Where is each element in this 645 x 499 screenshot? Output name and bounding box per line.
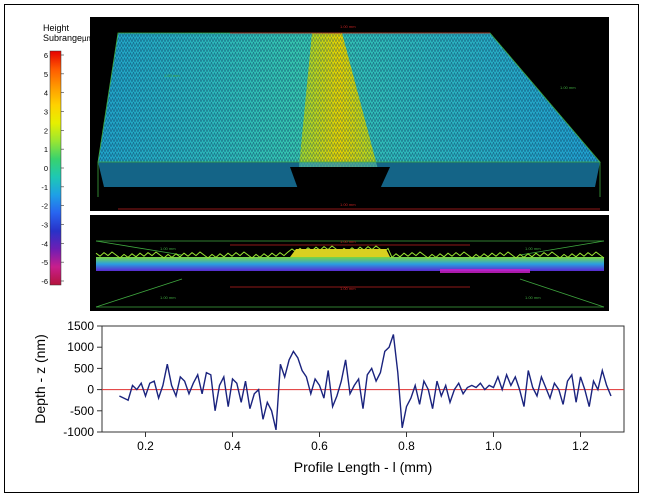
side-dim-label-3: 1.00 mm: [340, 239, 356, 244]
x-tick-label: 0.6: [311, 439, 328, 453]
depth-profile-chart: 0.2 0.4 0.6 0.8 1.0 1.2 1500 1000 500 0 -500 -1000…: [32, 319, 625, 475]
x-tick-label: 0.4: [224, 439, 241, 453]
color-scale-tick-label: 3: [44, 108, 48, 117]
color-scale-tick-label: -4: [41, 239, 48, 248]
color-scale: 6 5 4 3 2 1 0 -1 -2 -3 -4 -5 -6: [41, 50, 64, 286]
top-dim-label-1: 1.00 mm: [340, 24, 356, 29]
x-tick-label: 0.2: [137, 439, 154, 453]
side-dim-label-1: 1.00 mm: [160, 246, 176, 251]
side-dim-label-6: 1.00 mm: [340, 286, 356, 291]
color-scale-title-line2: Subrange: [43, 33, 83, 43]
side-dim-label-4: 1.00 mm: [160, 295, 176, 300]
surface-3d-top-view: 1.00 mm 1.00 mm 1.00 mm 1.00 mm: [90, 17, 609, 211]
y-tick-label: -500: [70, 404, 94, 418]
y-tick-label: -1000: [63, 425, 94, 439]
x-tick-label: 1.0: [485, 439, 502, 453]
color-scale-tick-label: 5: [44, 70, 48, 79]
x-tick-label: 1.2: [572, 439, 589, 453]
side-profile-band: [96, 257, 604, 271]
side-dim-label-5: 1.00 mm: [525, 295, 541, 300]
color-scale-tick-label: 1: [44, 145, 48, 154]
top-dim-label-4: 1.00 mm: [340, 202, 356, 207]
surface-3d-side-view: 1.00 mm 1.00 mm 1.00 mm 1.00 mm 1.00 mm …: [90, 215, 609, 311]
color-scale-tick-label: -5: [41, 258, 48, 267]
color-scale-tick-label: 4: [44, 89, 48, 98]
figure-frame: Height Subrangeµm 6 5 4 3 2 1 0 -1 -2 -3 -4 -5 -6: [4, 4, 639, 493]
color-scale-title-line1: Height: [43, 23, 70, 33]
series-line-depth: [119, 334, 612, 431]
y-axis-label: Depth - z (nm): [32, 334, 48, 423]
color-scale-tick-label: -1: [41, 183, 48, 192]
color-scale-title: Height Subrangeµm: [43, 23, 113, 44]
color-scale-tick-label: -6: [41, 277, 48, 286]
color-scale-tick-label: 2: [44, 126, 48, 135]
color-scale-tick-label: -2: [41, 202, 48, 211]
y-tick-label: 1500: [67, 319, 94, 333]
side-dim-label-2: 1.00 mm: [525, 246, 541, 251]
plot-area: [101, 325, 625, 433]
y-tick-label: 500: [74, 361, 94, 375]
top-dim-label-3: 1.00 mm: [164, 73, 180, 78]
y-tick-label: 0: [87, 383, 94, 397]
x-tick-label: 0.8: [398, 439, 415, 453]
color-scale-tick-label: -3: [41, 221, 48, 230]
color-scale-tick-label: 6: [44, 51, 48, 60]
color-scale-tick-label: 0: [44, 164, 48, 173]
x-axis-label: Profile Length - l (mm): [294, 459, 432, 475]
color-scale-unit: µm: [82, 34, 94, 43]
y-tick-label: 1000: [67, 340, 94, 354]
top-dim-label-2: 1.00 mm: [560, 85, 576, 90]
